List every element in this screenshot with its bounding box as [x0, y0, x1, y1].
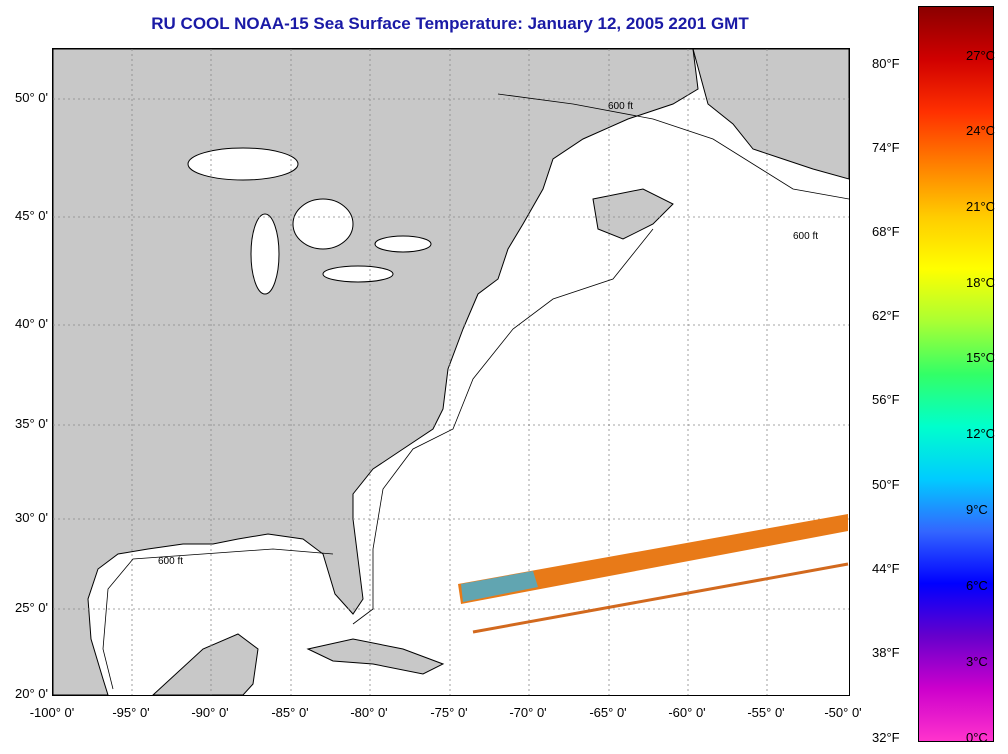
- c-label-0: 0°C: [966, 730, 988, 745]
- yucatan-land: [152, 633, 259, 695]
- lat-label-30: 30° 0': [15, 510, 48, 525]
- lon-label-55: -55° 0': [747, 705, 785, 720]
- c-label-18: 18°C: [966, 275, 996, 290]
- f-label-50: 50°F: [872, 477, 900, 492]
- temperature-colorbar: [918, 6, 994, 742]
- north-america-land: [53, 49, 699, 695]
- sst-map-svg: 600 ft 600 ft 600 ft: [53, 49, 849, 695]
- lake-superior: [187, 147, 299, 181]
- f-label-56: 56°F: [872, 392, 900, 407]
- sst-swath-main: [458, 514, 848, 604]
- f-label-74: 74°F: [872, 140, 900, 155]
- lat-label-25: 25° 0': [15, 600, 48, 615]
- lon-label-85: -85° 0': [271, 705, 309, 720]
- lon-label-60: -60° 0': [668, 705, 706, 720]
- lon-label-75: -75° 0': [430, 705, 468, 720]
- lon-label-65: -65° 0': [589, 705, 627, 720]
- lat-label-45: 45° 0': [15, 208, 48, 223]
- map-area: 600 ft 600 ft 600 ft: [52, 48, 850, 696]
- f-label-68: 68°F: [872, 224, 900, 239]
- c-label-6: 6°C: [966, 578, 988, 593]
- nova-scotia-land: [592, 188, 674, 240]
- c-label-9: 9°C: [966, 502, 988, 517]
- lon-label-95: -95° 0': [112, 705, 150, 720]
- isobath-label-3: 600 ft: [793, 231, 818, 242]
- lat-label-40: 40° 0': [15, 316, 48, 331]
- lake-ontario: [374, 235, 432, 253]
- sst-swath-thin: [472, 562, 849, 634]
- lon-label-100: -100° 0': [29, 705, 75, 720]
- cuba-land: [306, 638, 445, 675]
- lon-label-50: -50° 0': [824, 705, 862, 720]
- lat-label-35: 35° 0': [15, 416, 48, 431]
- c-label-15: 15°C: [966, 350, 996, 365]
- isobath-600ft: [102, 93, 849, 690]
- c-label-3: 3°C: [966, 654, 988, 669]
- f-label-62: 62°F: [872, 308, 900, 323]
- f-label-32: 32°F: [872, 730, 900, 745]
- chart-title: RU COOL NOAA-15 Sea Surface Temperature:…: [151, 14, 749, 33]
- isobath-label-1: 600 ft: [158, 556, 183, 567]
- lon-label-70: -70° 0': [509, 705, 547, 720]
- sst-swath-cool-patch: [461, 571, 538, 602]
- c-label-21: 21°C: [966, 199, 996, 214]
- lake-michigan: [250, 213, 280, 295]
- lon-label-80: -80° 0': [350, 705, 388, 720]
- f-label-80: 80°F: [872, 56, 900, 71]
- lake-huron: [292, 198, 354, 250]
- lat-label-50: 50° 0': [15, 90, 48, 105]
- lon-label-90: -90° 0': [191, 705, 229, 720]
- c-label-27: 27°C: [966, 48, 996, 63]
- f-label-38: 38°F: [872, 645, 900, 660]
- lake-erie: [322, 265, 394, 283]
- lat-label-20: 20° 0': [15, 686, 48, 701]
- c-label-24: 24°C: [966, 123, 996, 138]
- isobath-label-2: 600 ft: [608, 101, 633, 112]
- newfoundland-land: [692, 49, 849, 180]
- f-label-44: 44°F: [872, 561, 900, 576]
- c-label-12: 12°C: [966, 426, 996, 441]
